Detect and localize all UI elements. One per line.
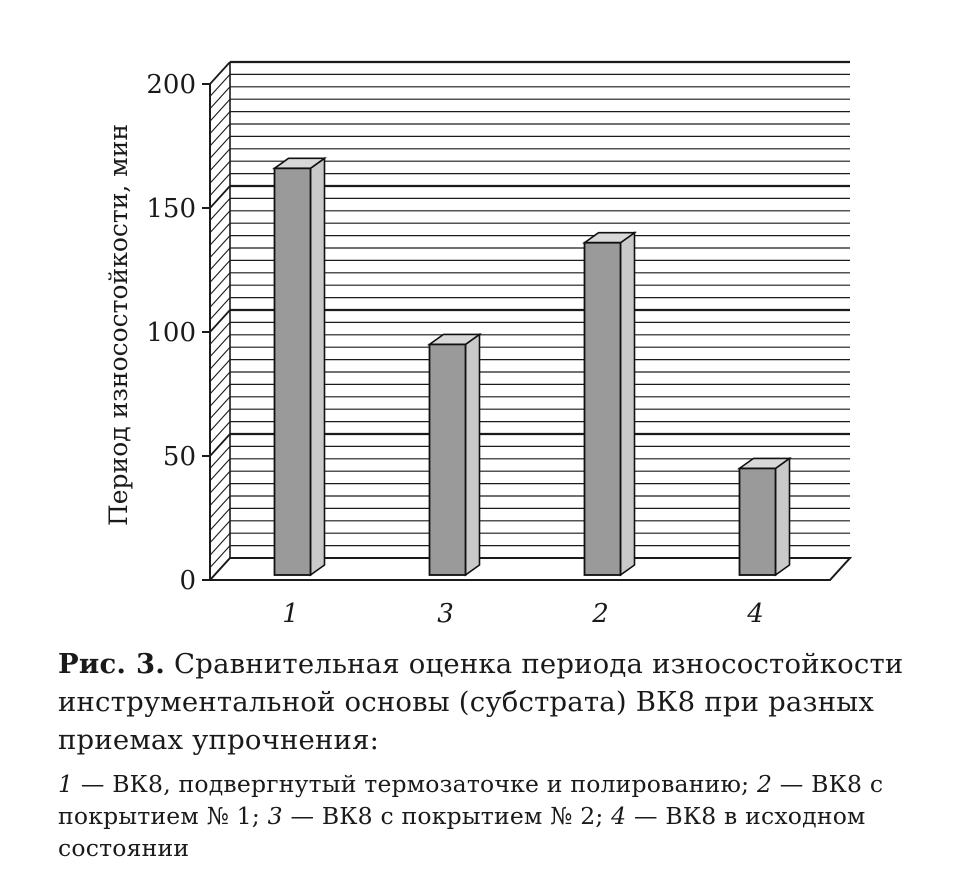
legend-item-text: — ВК8, подвергнутый термозаточке и полир…	[73, 770, 757, 798]
gridline-side	[209, 98, 231, 122]
bar-side-face	[774, 456, 791, 577]
gridline-side	[209, 123, 231, 147]
gridline-side	[209, 346, 231, 370]
chart-floor	[207, 557, 853, 581]
y-tick-label: 100	[146, 318, 196, 348]
gridline-side	[209, 297, 231, 320]
y-axis-label: Период износостойкости, мин	[104, 124, 133, 526]
legend-num: 3	[267, 802, 283, 830]
figure-caption: Рис. 3. Сравнительная оценка периода изн…	[58, 645, 948, 759]
gridline-side	[209, 495, 231, 519]
gridline-side	[209, 284, 231, 308]
bar-front-face	[428, 343, 467, 576]
gridline-side	[209, 136, 231, 159]
gridline-side	[209, 396, 231, 420]
gridline-side	[209, 111, 231, 134]
x-tick-label: 3	[437, 599, 454, 629]
figure-legend: 1 — ВК8, подвергнутый термозаточке и пол…	[58, 768, 948, 864]
gridline-side	[209, 520, 231, 544]
gridline-side	[209, 260, 231, 283]
caption-text: Сравнительная оценка периода износостойк…	[58, 648, 904, 756]
gridline-side	[209, 532, 231, 556]
gridline-side	[209, 545, 231, 568]
gridline-side	[209, 148, 231, 172]
gridline-side	[209, 160, 231, 184]
legend-num: 4	[611, 802, 627, 830]
bar-front-face	[738, 467, 777, 576]
gridline-side	[209, 433, 231, 457]
gridline-side	[209, 384, 231, 407]
bar	[582, 231, 637, 577]
legend-item-text: — ВК8 в исходном состоянии	[58, 802, 866, 862]
legend-num: 2	[756, 770, 773, 798]
gridline-side	[209, 235, 231, 258]
gridline-side	[209, 247, 231, 271]
gridline-side	[209, 470, 231, 494]
gridline-side	[209, 483, 231, 506]
bar	[737, 456, 792, 577]
gridline-side	[209, 408, 231, 432]
gridline-side	[209, 322, 231, 345]
gridline-side	[209, 421, 231, 444]
bar-side-face	[619, 231, 636, 577]
legend-item-text: — ВК8 с покрытием № 1;	[58, 770, 884, 830]
figure-label: Рис. 3.	[58, 648, 166, 680]
gridline-side	[209, 359, 231, 382]
gridline-side	[209, 173, 231, 196]
x-tick-label: 1	[282, 599, 299, 629]
bar	[272, 156, 327, 577]
gridline-side	[209, 185, 231, 209]
y-tick-label: 0	[179, 566, 196, 596]
gridline-side	[209, 86, 231, 110]
bar-chart: Период износостойкости, мин 0 50 100 150 200…	[104, 60, 853, 629]
gridline-side	[209, 198, 231, 221]
gridline-side	[209, 210, 231, 234]
legend-item-text: — ВК8 с покрытием № 2;	[282, 802, 612, 830]
gridline-side	[209, 446, 231, 469]
chart-labels: Период износостойкости, мин 0 50 100 150 200…	[104, 70, 764, 629]
bar-front-face	[583, 241, 622, 576]
x-tick-label: 2	[591, 599, 609, 629]
x-tick-label: 4	[746, 599, 764, 629]
gridline-side	[209, 371, 231, 395]
gridline-side	[209, 334, 231, 358]
bar-side-face	[464, 332, 481, 577]
bar	[427, 332, 482, 577]
bar-front-face	[273, 167, 312, 576]
y-tick-label: 50	[163, 442, 196, 472]
gridline-side	[209, 272, 231, 296]
y-tick-label: 200	[146, 70, 196, 100]
gridline-side	[209, 61, 231, 85]
bar-side-face	[309, 156, 326, 577]
y-tick-label: 150	[146, 194, 196, 224]
bars	[272, 156, 792, 577]
gridline-side	[209, 309, 231, 333]
legend-num: 1	[58, 770, 74, 798]
gridline-side	[209, 508, 231, 531]
gridline-side	[209, 222, 231, 246]
gridline-side	[209, 458, 231, 482]
chart-axes	[202, 62, 853, 581]
gridline-side	[209, 74, 231, 97]
